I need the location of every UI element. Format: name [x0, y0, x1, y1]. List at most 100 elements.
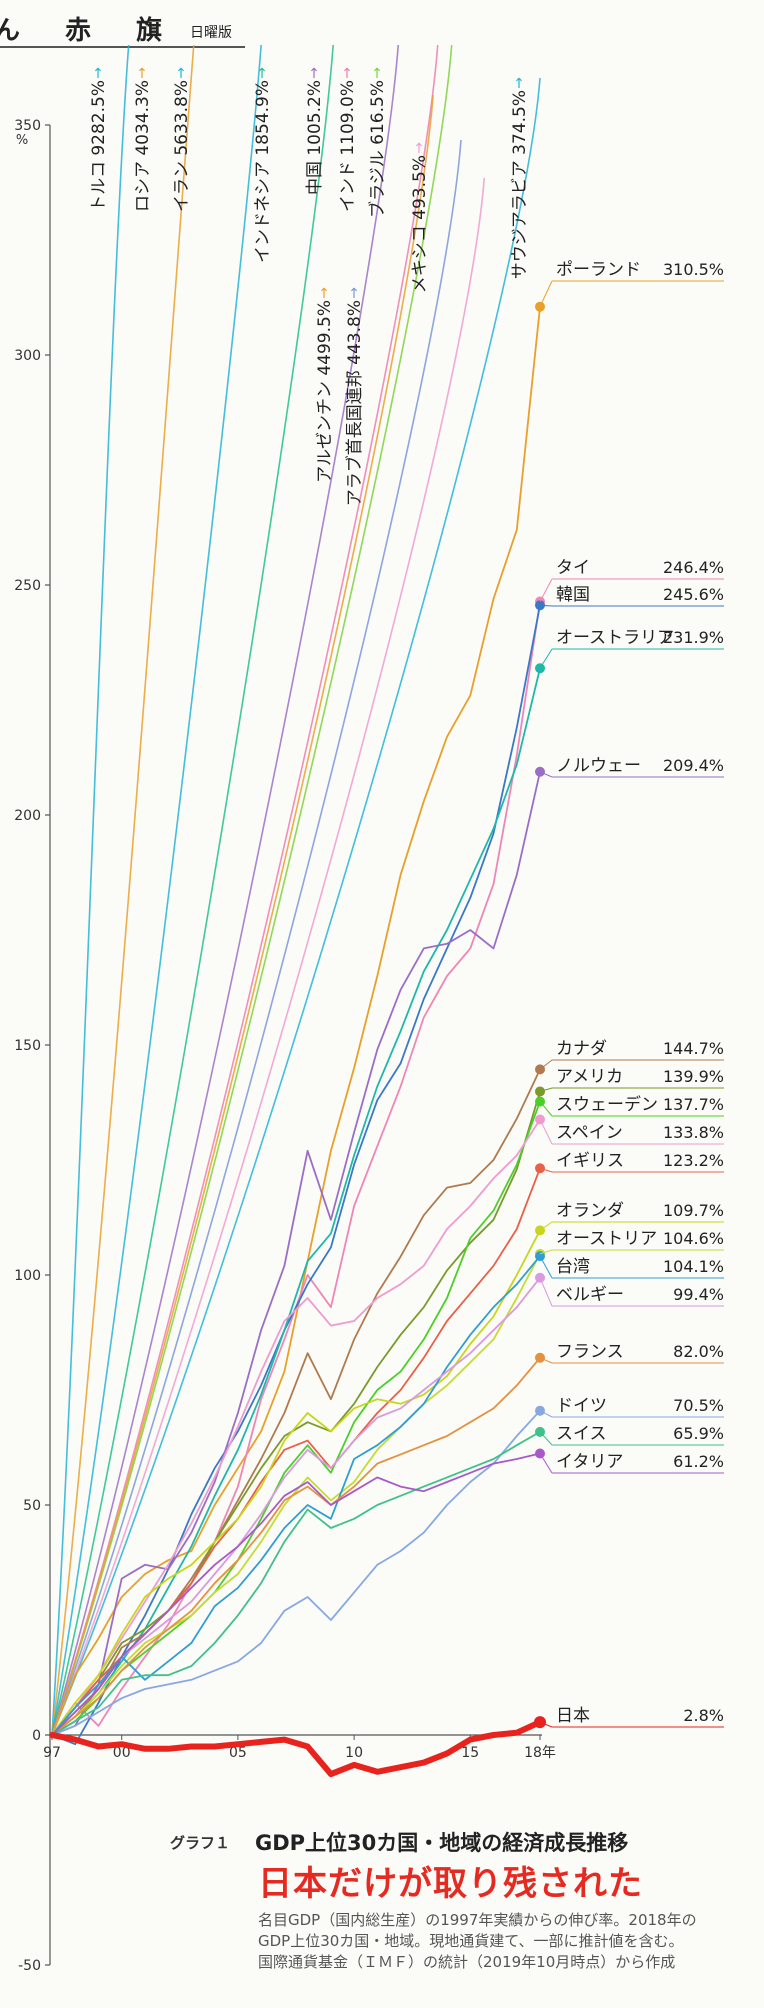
x-tick-label: 15 [461, 1745, 479, 1761]
label-leader [539, 1277, 553, 1307]
masthead-rule [0, 46, 245, 48]
offchart-series-label: イラン 5633.8% [172, 80, 192, 212]
caption-label: グラフ１ [170, 1834, 231, 1852]
offchart-series-label: アルゼンチン 4499.5% [315, 300, 335, 483]
series-name-label: アメリカ [556, 1067, 623, 1087]
label-leader [539, 280, 553, 307]
series-value-label: 104.6% [663, 1229, 724, 1248]
series-labels: ポーランド 310.5% タイ 246.4% 韓国 245.6% オーストラリア231.9%… [539, 260, 724, 1728]
series-value-label: 246.4% [663, 558, 724, 577]
series-line [51, 604, 541, 1746]
series-name-label: フランス [556, 1342, 624, 1362]
y-tick-label: 350 [14, 118, 41, 134]
label-leader [539, 1059, 553, 1070]
offchart-line [51, 44, 400, 1736]
series-line [51, 600, 541, 1736]
offchart-line [51, 44, 195, 1736]
label-leader [539, 1255, 553, 1279]
offchart-line [51, 44, 262, 1736]
series-value-label: 209.4% [663, 756, 724, 775]
offchart-series-label: インド 1109.0% [338, 80, 358, 212]
series-value-label: 65.9% [673, 1424, 724, 1443]
series-line [51, 1452, 541, 1736]
series-name-label: イタリア [556, 1452, 623, 1472]
x-tick-label: 18年 [524, 1745, 556, 1761]
up-arrow-icon: ↑ [256, 66, 268, 82]
up-arrow-icon: ↑ [371, 66, 383, 82]
offchart-line [51, 177, 486, 1736]
label-leader [539, 1410, 553, 1418]
offchart-series-label: アラブ首長国連邦 443.8% [344, 300, 365, 506]
up-arrow-icon: ↑ [92, 66, 104, 82]
x-tick-label: 00 [113, 1745, 131, 1761]
series-line [51, 1255, 541, 1736]
caption-headline: 日本だけが取り残された [258, 1864, 643, 1904]
label-leader [539, 578, 553, 602]
offchart-line [51, 44, 334, 1736]
series-line [51, 1090, 541, 1736]
series-value-label: 137.7% [663, 1095, 724, 1114]
caption-note: 名目GDP（国内総生産）の1997年実績からの伸び率。2018年のGDP上位30… [258, 1911, 697, 1971]
label-leader [539, 1249, 553, 1255]
series-line [51, 1229, 541, 1736]
series-line [51, 1252, 541, 1736]
series-line [51, 1068, 541, 1736]
masthead-name: ん 赤 旗 [0, 16, 181, 46]
series-name-label: オーストリア [556, 1229, 657, 1249]
offchart-line [51, 44, 130, 1736]
up-arrow-icon: ↑ [513, 76, 525, 92]
series-lines [49, 305, 543, 1778]
series-line [51, 1118, 541, 1736]
label-leader [539, 1087, 553, 1092]
label-leader [539, 648, 553, 669]
series-name-label: ベルギー [556, 1285, 624, 1305]
offchart-series-label: ロシア 4034.3% [133, 80, 153, 212]
label-leader [539, 1221, 553, 1231]
caption-title: GDP上位30カ国・地域の経済成長推移 [255, 1831, 629, 1855]
series-line [51, 1356, 541, 1736]
y-tick-label: 100 [14, 1268, 41, 1284]
up-arrow-icon: ↑ [341, 66, 353, 82]
offchart-series-label: インドネシア 1854.9% [253, 80, 273, 263]
y-tick-label: 150 [14, 1038, 41, 1054]
label-leader [539, 1167, 553, 1173]
x-tick-label: 05 [229, 1745, 247, 1761]
y-tick-label: -50 [18, 1958, 41, 1974]
series-name-label: オランダ [556, 1201, 624, 1221]
up-arrow-icon: ↑ [136, 66, 148, 82]
offchart-series-label: サウジアラビア 374.5% [510, 90, 530, 279]
offchart-series-label: 中国 1005.2% [305, 80, 325, 195]
label-leader [539, 1357, 553, 1364]
series-line [51, 667, 541, 1736]
series-value-label: 109.7% [663, 1201, 724, 1220]
series-name-label: タイ [556, 558, 590, 578]
series-name-label: ポーランド [556, 260, 641, 280]
series-value-label: 133.8% [663, 1123, 724, 1142]
series-value-label: 123.2% [663, 1151, 724, 1170]
label-leader [539, 1453, 553, 1474]
y-tick-label: 250 [14, 578, 41, 594]
series-value-label: 139.9% [663, 1067, 724, 1086]
offchart-line [51, 44, 453, 1736]
series-line [51, 1100, 541, 1736]
series-name-label: ドイツ [556, 1396, 607, 1416]
series-line [51, 1409, 541, 1736]
series-name-label: カナダ [556, 1039, 607, 1059]
masthead-edition: 日曜版 [190, 25, 232, 41]
y-unit-label: % [16, 133, 28, 148]
y-tick-label: 300 [14, 348, 41, 364]
y-tick-label: 200 [14, 808, 41, 824]
series-name-label: イギリス [556, 1151, 624, 1171]
masthead: ん 赤 旗 日曜版 [0, 8, 245, 48]
series-name-label: 韓国 [556, 585, 590, 605]
series-line [51, 1276, 541, 1736]
offchart-line [51, 77, 541, 1736]
series-name-label: ノルウェー [556, 756, 641, 776]
offchart-line [51, 44, 439, 1736]
offchart-series-labels: トルコ 9282.5%↑ロシア 4034.3%↑イラン 5633.8%↑インドネ… [89, 66, 530, 506]
series-name-label: 日本 [556, 1706, 590, 1726]
series-value-label: 70.5% [673, 1396, 724, 1415]
series-value-label: 231.9% [663, 628, 724, 647]
series-name-label: オーストラリア [556, 628, 674, 648]
